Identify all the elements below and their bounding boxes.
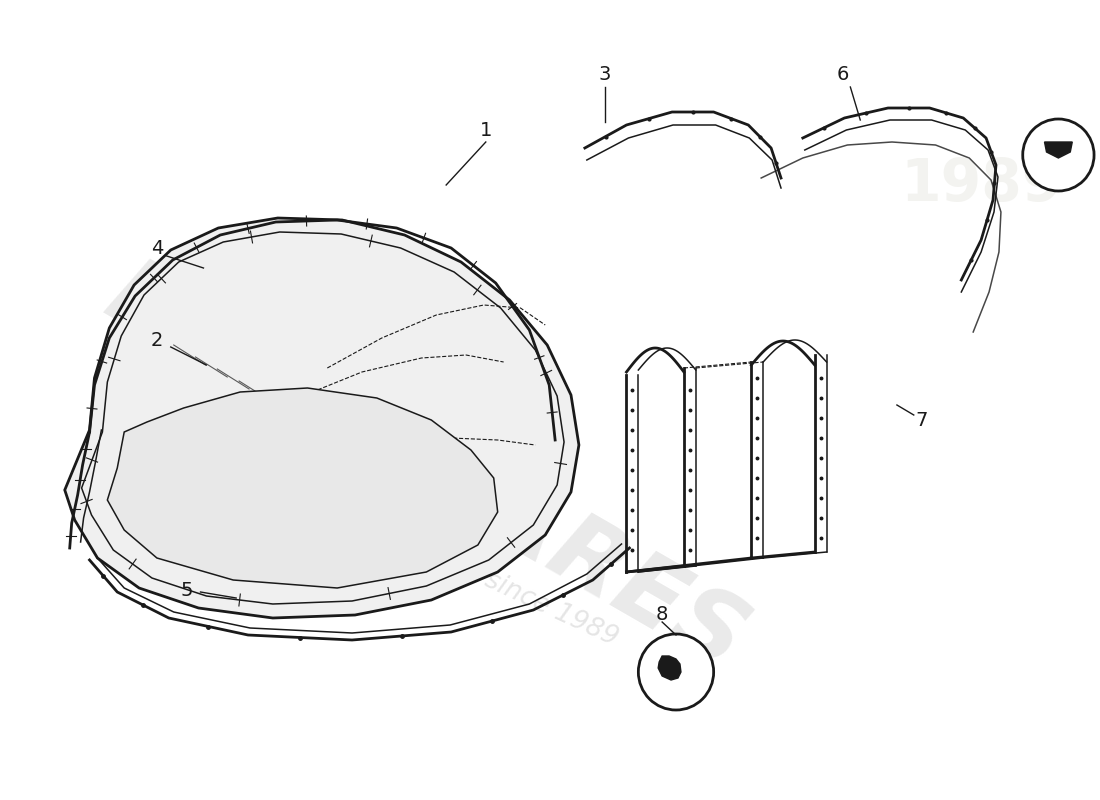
- Polygon shape: [65, 218, 579, 618]
- Text: 4: 4: [151, 238, 163, 258]
- Text: 1: 1: [480, 121, 492, 139]
- Text: 7: 7: [915, 410, 928, 430]
- Circle shape: [638, 634, 714, 710]
- Text: 2: 2: [151, 330, 163, 350]
- Text: 3: 3: [598, 66, 611, 85]
- Text: 6: 6: [836, 66, 848, 85]
- Polygon shape: [1045, 142, 1072, 158]
- Text: EUROSPARES: EUROSPARES: [90, 250, 762, 690]
- Text: 8: 8: [656, 606, 669, 625]
- Text: 1989: 1989: [900, 157, 1063, 214]
- Circle shape: [1023, 119, 1094, 191]
- Text: a passion for parts since 1989: a passion for parts since 1989: [250, 459, 623, 651]
- Text: 5: 5: [180, 581, 192, 599]
- Polygon shape: [108, 388, 497, 588]
- Polygon shape: [658, 656, 681, 680]
